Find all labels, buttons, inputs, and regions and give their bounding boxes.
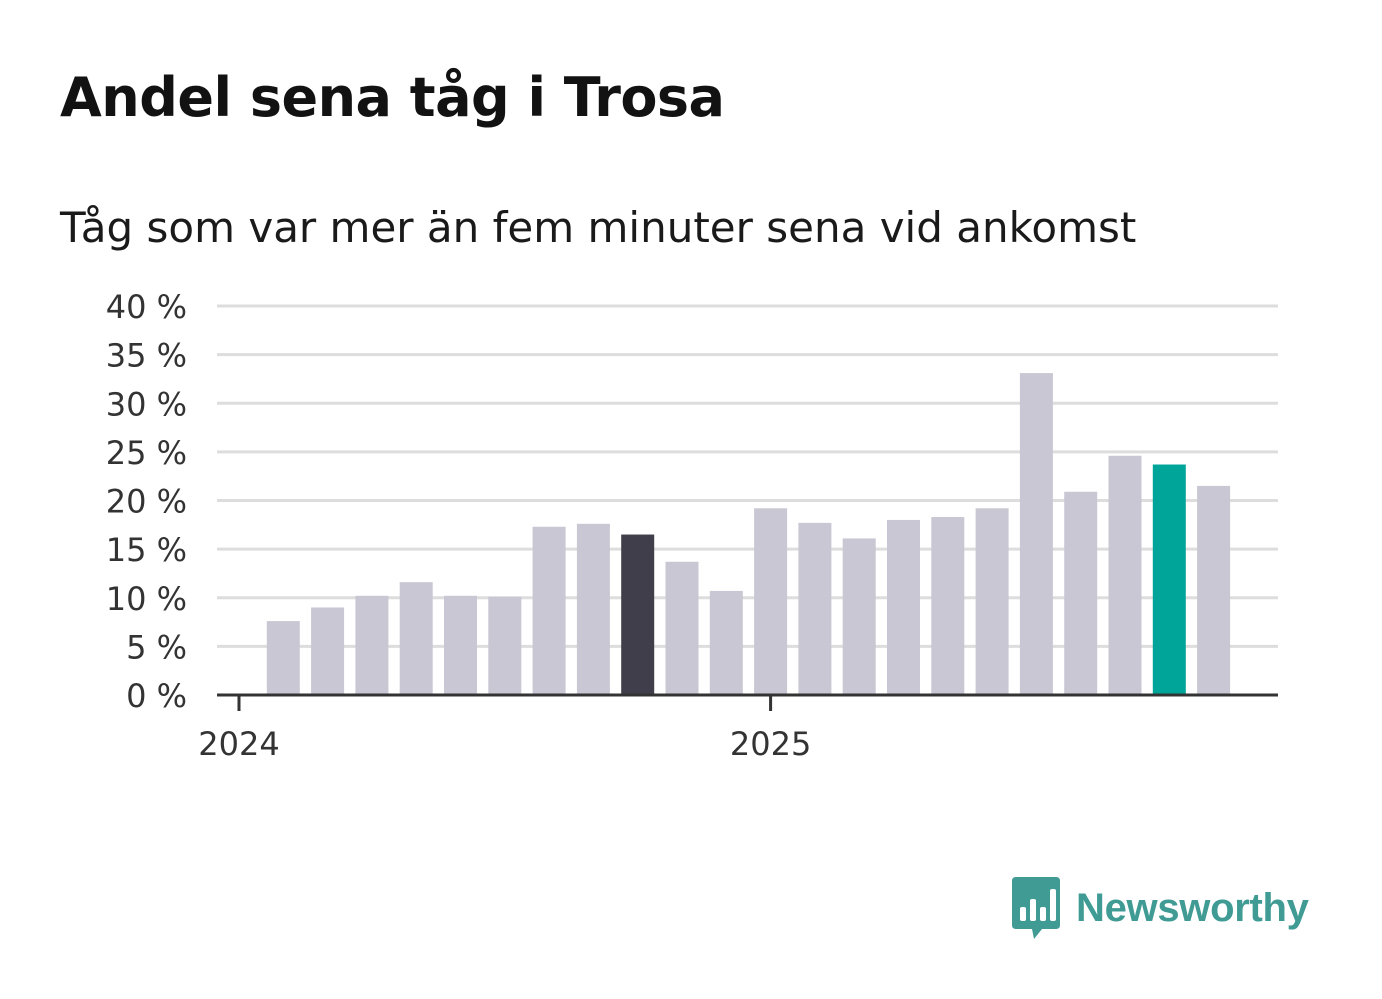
chart-subtitle: Tåg som var mer än fem minuter sena vid …	[60, 203, 1137, 252]
y-tick-label: 10 %	[106, 580, 187, 618]
bar-2024-05	[399, 582, 433, 695]
bar-2025-08	[1064, 491, 1098, 695]
y-tick-label: 40 %	[106, 288, 187, 326]
bar-2025-11	[1197, 485, 1231, 695]
newsworthy-logo-icon	[1012, 877, 1060, 939]
bar-2025-07	[1019, 373, 1053, 695]
grid-lines	[217, 304, 1278, 648]
bar-2024-02	[266, 621, 300, 695]
bar-2025-04	[887, 519, 920, 695]
x-tick-label: 2024	[198, 725, 279, 763]
bar-2025-05	[931, 517, 965, 695]
bar-2024-04	[355, 595, 389, 695]
bar-2025-10	[1152, 464, 1186, 695]
y-tick-label: 5 %	[126, 628, 187, 666]
y-tick-label: 15 %	[106, 531, 187, 569]
y-tick-label: 35 %	[106, 337, 187, 375]
bar-2024-07	[488, 596, 522, 695]
bar-2025-02	[798, 522, 832, 695]
bar-2024-10	[621, 534, 655, 695]
bar-2025-09	[1108, 455, 1142, 695]
y-tick-label: 0 %	[126, 677, 187, 715]
bar-2024-12	[709, 590, 743, 695]
bar-2024-09	[576, 523, 610, 695]
x-tick-label: 2025	[730, 725, 811, 763]
bar-2025-01	[754, 508, 788, 695]
y-tick-label: 30 %	[106, 385, 187, 423]
brand-name: Newsworthy	[1076, 885, 1309, 930]
newsworthy-brand[interactable]: Newsworthy	[1010, 876, 1309, 940]
bar-2025-03	[842, 538, 876, 695]
y-tick-label: 20 %	[106, 483, 187, 521]
bar-2024-11	[665, 561, 699, 695]
chart-title: Andel sena tåg i Trosa	[60, 66, 725, 129]
bar-2024-03	[311, 607, 345, 695]
y-axis-ticks: 0 % 5 % 10 % 15 % 20 % 25 % 30 % 35 % 40 %	[106, 288, 187, 715]
bar-2024-06	[444, 595, 477, 695]
y-tick-label: 25 %	[106, 434, 187, 472]
x-axis-ticks: 2024 2025	[198, 695, 811, 763]
bar-2025-06	[975, 508, 1009, 695]
bars	[266, 373, 1231, 695]
bar-2024-08	[532, 526, 566, 695]
